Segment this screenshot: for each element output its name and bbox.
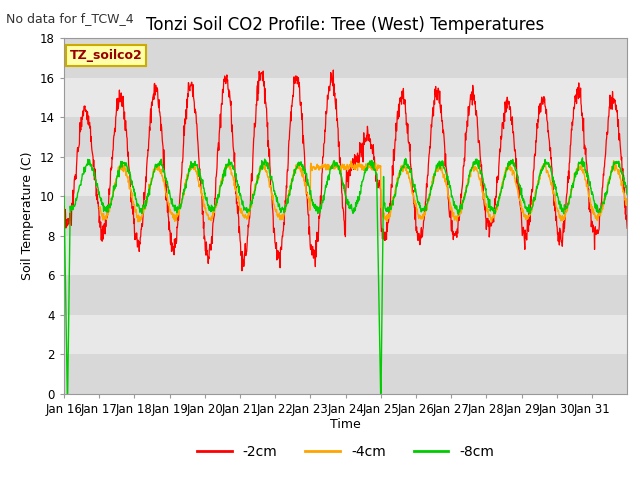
Bar (64, 315, 627, 354)
Text: No data for f_TCW_4: No data for f_TCW_4 (6, 12, 134, 25)
Bar (64, 157, 627, 196)
Bar (64, 78, 627, 117)
Legend: -2cm, -4cm, -8cm: -2cm, -4cm, -8cm (191, 440, 500, 465)
Bar (64, 38, 627, 78)
Bar (64, 236, 627, 275)
Text: TZ_soilco2: TZ_soilco2 (70, 49, 142, 62)
Bar (64, 196, 627, 236)
Bar (64, 354, 627, 394)
Bar (64, 117, 627, 157)
Y-axis label: Soil Temperature (C): Soil Temperature (C) (21, 152, 35, 280)
X-axis label: Time: Time (330, 419, 361, 432)
Title: Tonzi Soil CO2 Profile: Tree (West) Temperatures: Tonzi Soil CO2 Profile: Tree (West) Temp… (147, 16, 545, 34)
Bar (64, 275, 627, 315)
